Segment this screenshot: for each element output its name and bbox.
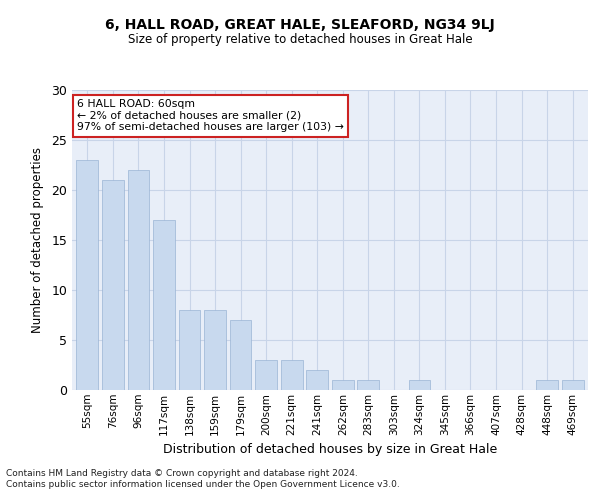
Text: Size of property relative to detached houses in Great Hale: Size of property relative to detached ho… [128,32,472,46]
Bar [102,180,124,390]
Bar [307,370,328,390]
Bar [230,320,251,390]
Bar [179,310,200,390]
Text: 6 HALL ROAD: 60sqm
← 2% of detached houses are smaller (2)
97% of semi-detached : 6 HALL ROAD: 60sqm ← 2% of detached hous… [77,99,344,132]
Bar [255,360,277,390]
Text: Contains public sector information licensed under the Open Government Licence v3: Contains public sector information licen… [6,480,400,489]
Bar [128,170,149,390]
Bar [204,310,226,390]
Bar [332,380,353,390]
Bar [409,380,430,390]
Text: Contains HM Land Registry data © Crown copyright and database right 2024.: Contains HM Land Registry data © Crown c… [6,468,358,477]
Bar [536,380,558,390]
Bar [358,380,379,390]
Text: 6, HALL ROAD, GREAT HALE, SLEAFORD, NG34 9LJ: 6, HALL ROAD, GREAT HALE, SLEAFORD, NG34… [105,18,495,32]
Bar [281,360,302,390]
Bar [562,380,584,390]
Bar [153,220,175,390]
Bar [76,160,98,390]
Y-axis label: Number of detached properties: Number of detached properties [31,147,44,333]
X-axis label: Distribution of detached houses by size in Great Hale: Distribution of detached houses by size … [163,443,497,456]
